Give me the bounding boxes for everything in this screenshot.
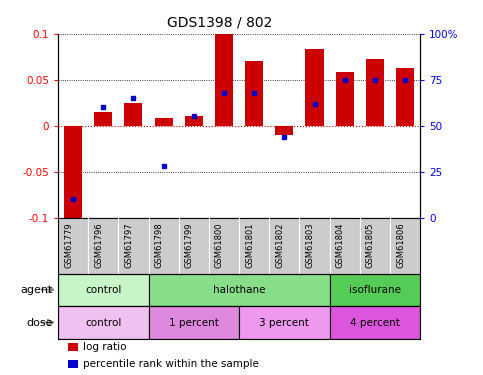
Bar <box>306 50 324 126</box>
Text: GSM61806: GSM61806 <box>396 222 405 268</box>
Bar <box>275 126 294 135</box>
Text: control: control <box>85 285 121 295</box>
Text: GDS1398 / 802: GDS1398 / 802 <box>167 15 272 29</box>
Text: log ratio: log ratio <box>83 342 127 352</box>
Bar <box>215 34 233 126</box>
Text: GSM61796: GSM61796 <box>94 222 103 268</box>
Text: GSM61805: GSM61805 <box>366 222 375 267</box>
Bar <box>58 274 149 306</box>
Text: GSM61800: GSM61800 <box>215 222 224 267</box>
Bar <box>58 306 149 339</box>
Text: control: control <box>85 318 121 327</box>
Text: 1 percent: 1 percent <box>169 318 219 327</box>
Bar <box>239 306 330 339</box>
Text: isoflurane: isoflurane <box>349 285 401 295</box>
Text: dose: dose <box>27 318 53 327</box>
Text: GSM61779: GSM61779 <box>64 222 73 268</box>
Text: agent: agent <box>21 285 53 295</box>
Text: GSM61798: GSM61798 <box>155 222 164 268</box>
Text: GSM61804: GSM61804 <box>336 222 345 267</box>
Bar <box>94 112 113 126</box>
Bar <box>185 117 203 126</box>
Text: GSM61802: GSM61802 <box>275 222 284 267</box>
Bar <box>329 274 420 306</box>
Text: halothane: halothane <box>213 285 265 295</box>
Bar <box>366 60 384 126</box>
Text: 4 percent: 4 percent <box>350 318 400 327</box>
Bar <box>64 126 82 218</box>
Bar <box>245 62 263 126</box>
Text: GSM61797: GSM61797 <box>125 222 133 268</box>
Bar <box>125 103 142 126</box>
Bar <box>329 306 420 339</box>
Bar <box>149 306 239 339</box>
Text: GSM61799: GSM61799 <box>185 222 194 267</box>
Text: GSM61803: GSM61803 <box>306 222 314 268</box>
Bar <box>149 274 330 306</box>
Text: GSM61801: GSM61801 <box>245 222 254 267</box>
Text: 3 percent: 3 percent <box>259 318 309 327</box>
Bar <box>155 118 173 126</box>
Text: percentile rank within the sample: percentile rank within the sample <box>83 359 259 369</box>
Bar <box>336 72 354 126</box>
Bar <box>396 68 414 126</box>
